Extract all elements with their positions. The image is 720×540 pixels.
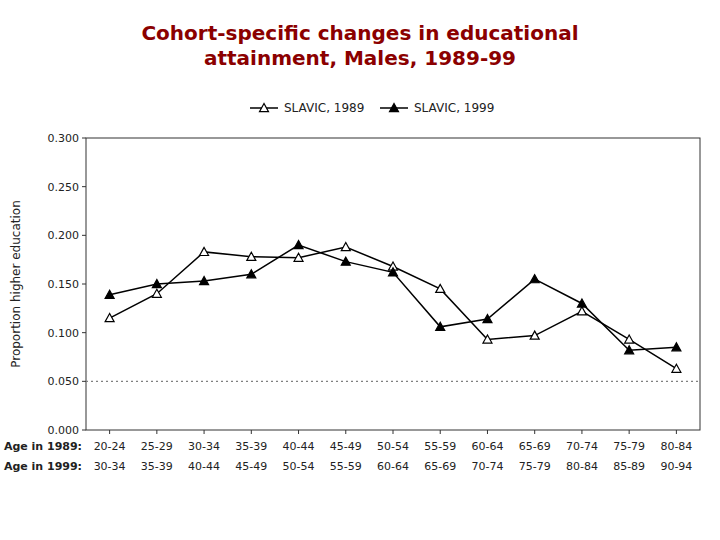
- marker: [483, 335, 492, 343]
- x-tick: [629, 430, 630, 434]
- x-tick-label: 70-74: [566, 440, 598, 453]
- marker: [200, 277, 209, 285]
- y-tick: [82, 430, 86, 431]
- marker: [672, 343, 681, 351]
- x-tick: [534, 430, 535, 434]
- x-tick-label: 45-49: [330, 440, 362, 453]
- legend-label: SLAVIC, 1989: [284, 101, 364, 115]
- title: Cohort-specific changes in educationalat…: [141, 21, 578, 70]
- x-tick-label: 60-64: [471, 440, 503, 453]
- x-tick: [487, 430, 488, 434]
- marker: [530, 275, 539, 283]
- marker: [389, 268, 398, 276]
- x-tick-label: 85-89: [613, 460, 645, 473]
- marker: [105, 314, 114, 322]
- y-tick: [82, 235, 86, 236]
- legend-marker: [390, 104, 399, 112]
- y-tick-label: 0.000: [48, 424, 80, 437]
- marker: [247, 270, 256, 278]
- y-tick-label: 0.250: [48, 181, 80, 194]
- y-tick-label: 0.150: [48, 278, 80, 291]
- x-tick-label: 55-59: [424, 440, 456, 453]
- y-tick: [82, 332, 86, 333]
- y-axis: 0.000 0.050 0.100 0.150 0.200 0.250 0.300: [48, 132, 87, 437]
- marker: [625, 346, 634, 354]
- x-tick: [251, 430, 252, 434]
- x-tick-label: 70-74: [471, 460, 503, 473]
- legend-marker: [260, 104, 269, 112]
- x-tick-label: 40-44: [283, 440, 315, 453]
- y-tick-label: 0.300: [48, 132, 80, 145]
- marker: [247, 252, 256, 260]
- x-tick-label: 80-84: [660, 440, 692, 453]
- x-tick-label: 65-69: [424, 460, 456, 473]
- x-tick: [393, 430, 394, 434]
- series: [105, 241, 681, 354]
- marker: [436, 284, 445, 292]
- marker: [341, 257, 350, 265]
- y-axis-label: Proportion higher education: [9, 200, 23, 368]
- marker: [341, 243, 350, 251]
- title-line: attainment, Males, 1989-99: [204, 46, 516, 70]
- y-tick: [82, 138, 86, 139]
- x-tick: [345, 430, 346, 434]
- reference-line: [86, 381, 700, 382]
- x-tick: [156, 430, 157, 434]
- plot-area: [86, 241, 700, 382]
- x-tick-label: 75-79: [519, 460, 551, 473]
- marker: [436, 322, 445, 330]
- x-tick: [298, 430, 299, 434]
- x-tick-label: 20-24: [94, 440, 126, 453]
- marker: [152, 289, 161, 297]
- x-tick-label: 50-54: [377, 440, 409, 453]
- marker: [294, 241, 303, 249]
- marker: [672, 364, 681, 372]
- y-tick: [82, 284, 86, 285]
- x-tick-label: 60-64: [377, 460, 409, 473]
- title-line: Cohort-specific changes in educational: [141, 21, 578, 45]
- x-row-label: Age in 1999:: [4, 460, 82, 473]
- marker: [200, 247, 209, 255]
- marker: [577, 299, 586, 307]
- series-line: [110, 247, 677, 369]
- x-tick-label: 35-39: [141, 460, 173, 473]
- x-tick: [581, 430, 582, 434]
- series-line: [110, 245, 677, 350]
- x-tick-label: 35-39: [235, 440, 267, 453]
- x-tick-label: 30-34: [188, 440, 220, 453]
- x-tick-label: 65-69: [519, 440, 551, 453]
- x-tick-label: 25-29: [141, 440, 173, 453]
- legend-label: SLAVIC, 1999: [414, 101, 494, 115]
- marker: [483, 315, 492, 323]
- x-tick-label: 80-84: [566, 460, 598, 473]
- y-tick: [82, 186, 86, 187]
- x-tick-label: 90-94: [660, 460, 692, 473]
- plot-frame: [86, 138, 700, 430]
- x-tick: [204, 430, 205, 434]
- y-tick: [82, 381, 86, 382]
- x-tick-label: 30-34: [94, 460, 126, 473]
- x-tick-label: 55-59: [330, 460, 362, 473]
- x-tick-label: 50-54: [283, 460, 315, 473]
- marker: [625, 335, 634, 343]
- x-row-label: Age in 1989:: [4, 440, 82, 453]
- x-tick-label: 75-79: [613, 440, 645, 453]
- x-tick: [109, 430, 110, 434]
- marker: [152, 280, 161, 288]
- x-tick: [440, 430, 441, 434]
- series: [105, 243, 681, 373]
- y-tick-label: 0.100: [48, 327, 80, 340]
- legend: SLAVIC, 1989 SLAVIC, 1999: [250, 101, 494, 115]
- marker: [577, 307, 586, 315]
- x-tick: [676, 430, 677, 434]
- marker: [530, 331, 539, 339]
- x-tick-label: 45-49: [235, 460, 267, 473]
- y-tick-label: 0.050: [48, 375, 80, 388]
- x-axis: 20-24 30-34 25-29 35-39 30-34 40-44 35-39 45-49…: [4, 430, 692, 473]
- marker: [105, 290, 114, 298]
- y-tick-label: 0.200: [48, 229, 80, 242]
- x-tick-label: 40-44: [188, 460, 220, 473]
- chart: Cohort-specific changes in educationalat…: [0, 0, 720, 540]
- marker: [294, 253, 303, 261]
